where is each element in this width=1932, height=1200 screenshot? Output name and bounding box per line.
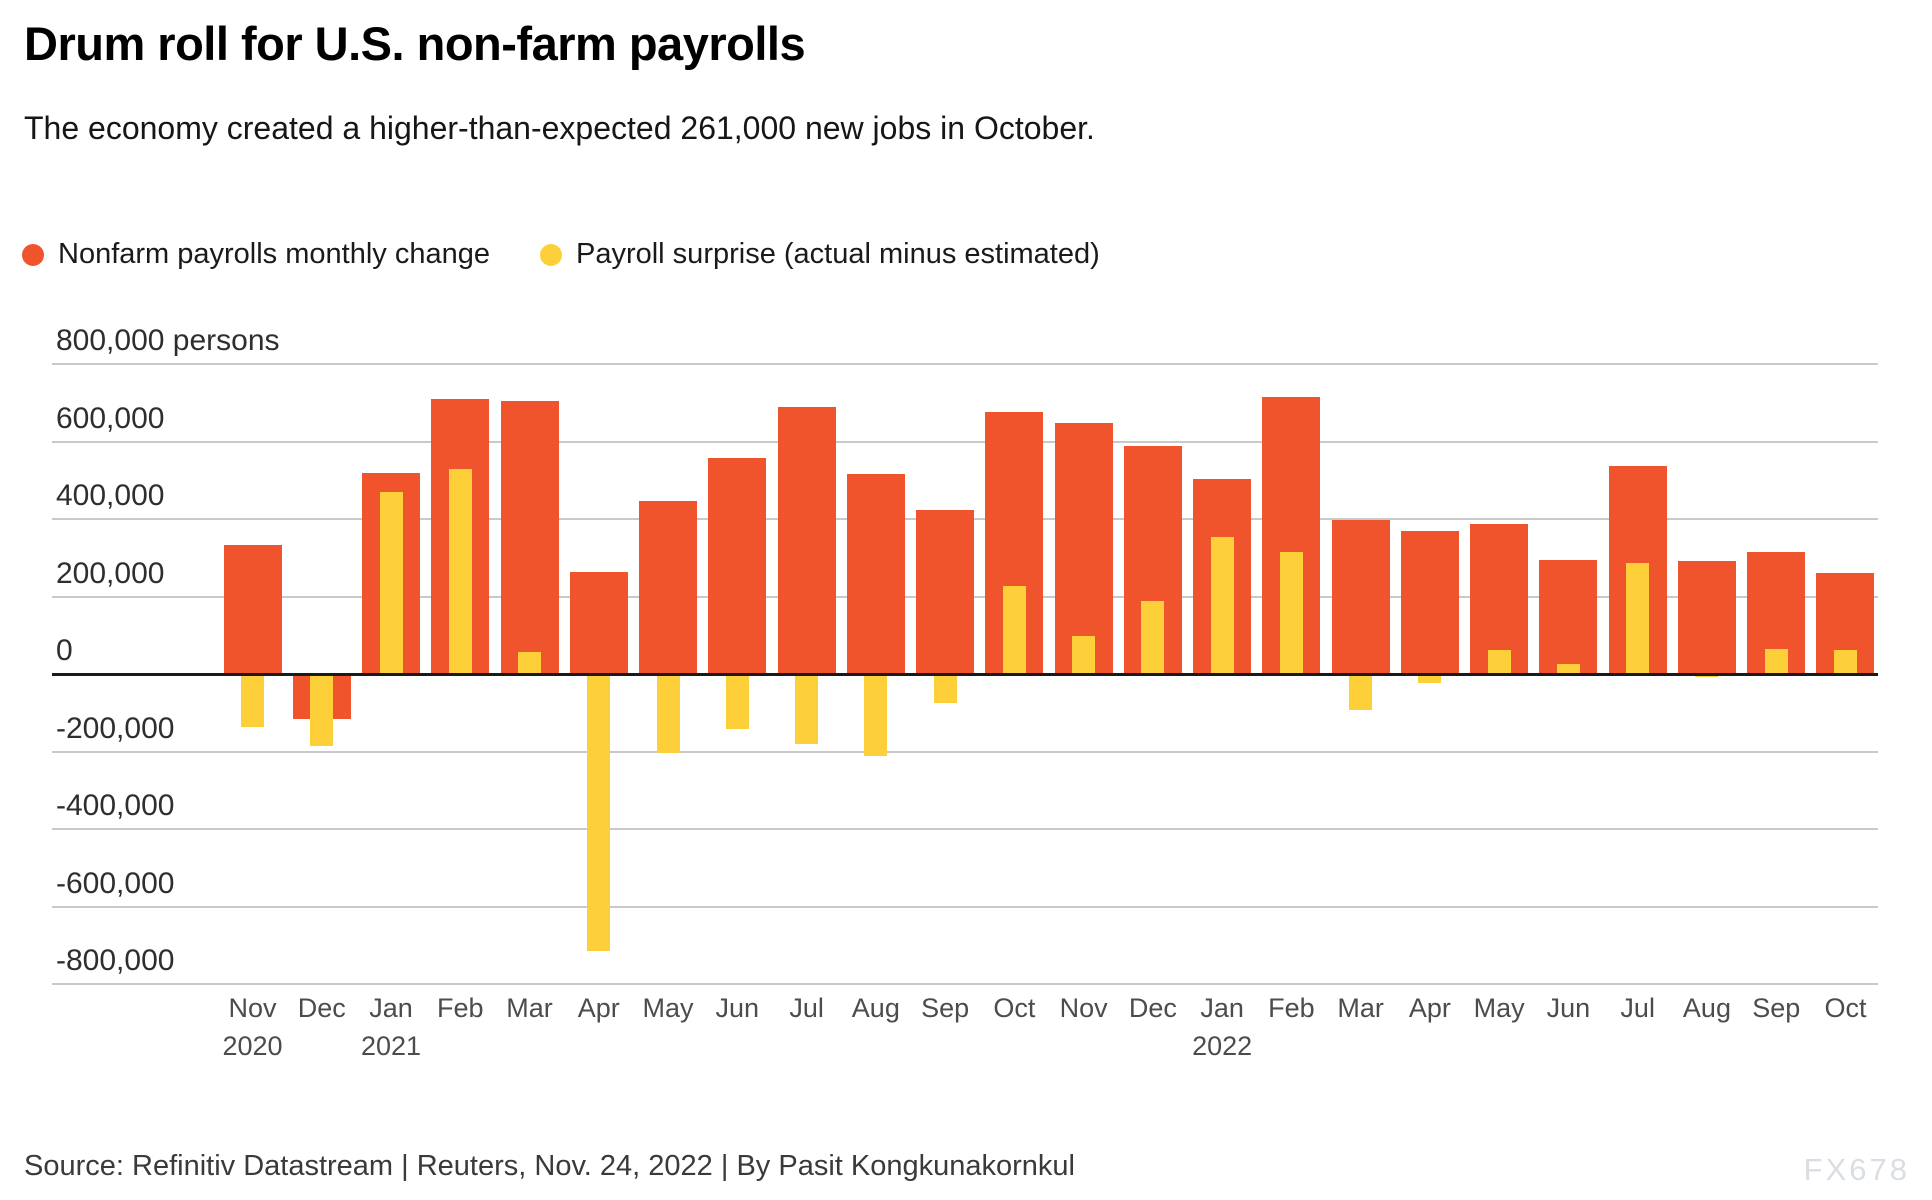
- month-label: Nov: [1059, 993, 1108, 1023]
- gridline: [52, 828, 1878, 830]
- y-tick-label: -600,000: [56, 866, 175, 900]
- month-label: Dec: [1128, 993, 1177, 1023]
- payrolls-bar: [777, 407, 836, 674]
- payrolls-bar: [1470, 524, 1529, 674]
- legend-item-payrolls: Nonfarm payrolls monthly change: [22, 238, 490, 271]
- month-label: Jul: [1620, 993, 1655, 1023]
- surprise-bar: [1210, 536, 1234, 674]
- watermark: FX678: [1803, 1152, 1910, 1187]
- payrolls-bar: [846, 473, 905, 674]
- month-label: Mar: [506, 993, 553, 1023]
- payrolls-bar: [1054, 423, 1113, 674]
- year-label: 2022: [1192, 1031, 1253, 1061]
- legend: Nonfarm payrolls monthly change Payroll …: [22, 238, 1150, 271]
- y-tick-label: -400,000: [56, 789, 175, 822]
- gridline: [52, 983, 1878, 985]
- month-label: Aug: [1682, 993, 1731, 1023]
- surprise-bar: [241, 674, 264, 727]
- y-tick-label: 800,000 persons: [56, 324, 280, 357]
- year-label: 2020: [222, 1031, 283, 1061]
- gridline: [52, 905, 1878, 908]
- payrolls-bar: [1677, 560, 1736, 674]
- y-tick-label: 600,000: [56, 401, 165, 435]
- year-label: 2021: [360, 1031, 422, 1061]
- legend-dot-yellow-icon: [539, 243, 562, 266]
- surprise-bar: [587, 674, 611, 952]
- payrolls-bar: [639, 500, 698, 674]
- y-tick-label: -800,000: [56, 944, 175, 977]
- surprise-bar: [933, 674, 957, 704]
- gridline: [52, 363, 1878, 365]
- surprise-bar: [1833, 650, 1857, 674]
- payrolls-bar: [569, 572, 628, 674]
- payrolls-bar: [500, 401, 559, 674]
- zero-axis-line: [52, 672, 1878, 676]
- month-label: May: [1473, 993, 1525, 1023]
- page-title: Drum roll for U.S. non-farm payrolls: [24, 17, 806, 70]
- month-label: Jul: [789, 993, 824, 1023]
- payrolls-bar: [916, 509, 975, 674]
- y-tick-label: 400,000: [56, 479, 165, 512]
- month-label: Feb: [1268, 993, 1315, 1023]
- surprise-bar: [864, 674, 888, 756]
- surprise-bar: [725, 674, 749, 730]
- month-label: Jan: [369, 993, 413, 1023]
- surprise-bar: [1072, 636, 1096, 674]
- surprise-bar: [1141, 601, 1165, 674]
- legend-dot-orange-icon: [22, 243, 44, 266]
- surprise-bar: [1556, 664, 1580, 674]
- month-label: Mar: [1337, 993, 1384, 1023]
- month-label: Sep: [1752, 993, 1801, 1023]
- month-label: Jun: [715, 993, 760, 1023]
- month-label: Feb: [437, 993, 484, 1023]
- payrolls-bar: [1400, 531, 1459, 674]
- month-label: Oct: [993, 993, 1036, 1023]
- month-label: Jun: [1546, 993, 1591, 1023]
- surprise-bar: [518, 651, 542, 674]
- surprise-bar: [448, 469, 472, 674]
- month-label: May: [642, 993, 694, 1023]
- gridline: [52, 440, 1878, 443]
- payrolls-bar: [1331, 519, 1390, 674]
- surprise-bar: [1695, 674, 1719, 678]
- month-label: Dec: [297, 993, 346, 1023]
- surprise-bar: [1349, 674, 1373, 710]
- y-tick-label: -200,000: [56, 711, 175, 745]
- surprise-bar: [379, 491, 403, 674]
- legend-item-surprise: Payroll surprise (actual minus estimated…: [539, 238, 1100, 271]
- surprise-bar: [1626, 562, 1650, 674]
- payrolls-bar: [223, 544, 282, 674]
- y-tick-label: 200,000: [56, 556, 165, 590]
- y-tick-label: 0: [56, 634, 73, 667]
- month-label: Apr: [577, 993, 620, 1023]
- chart-subtitle: The economy created a higher-than-expect…: [24, 110, 1095, 146]
- month-label: Jan: [1200, 993, 1244, 1023]
- surprise-bar: [1418, 674, 1442, 683]
- surprise-bar: [656, 674, 680, 753]
- legend-label-surprise: Payroll surprise (actual minus estimated…: [575, 238, 1100, 270]
- gridline: [52, 750, 1878, 753]
- legend-label-payrolls: Nonfarm payrolls monthly change: [58, 238, 490, 270]
- payrolls-bar: [1539, 560, 1598, 674]
- month-label: Aug: [851, 993, 900, 1023]
- month-label: Sep: [921, 993, 970, 1023]
- surprise-bar: [1279, 552, 1303, 674]
- surprise-bar: [1002, 586, 1026, 674]
- month-label: Oct: [1824, 993, 1867, 1023]
- surprise-bar: [1764, 648, 1788, 674]
- source-line: Source: Refinitiv Datastream | Reuters, …: [24, 1150, 1075, 1182]
- month-label: Apr: [1408, 993, 1451, 1023]
- surprise-bar: [795, 674, 819, 745]
- surprise-bar: [310, 674, 334, 747]
- payrolls-bar: [708, 458, 767, 674]
- month-label: Nov: [228, 993, 277, 1023]
- surprise-bar: [1487, 650, 1511, 674]
